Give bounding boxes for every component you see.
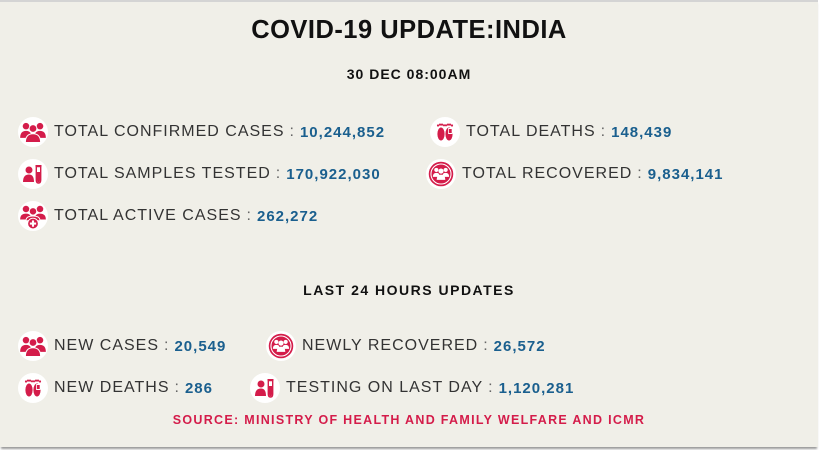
stat-separator: : <box>600 123 607 140</box>
feet-tag-icon <box>430 117 460 147</box>
stat-total-active: TOTAL ACTIVE CASES : 262,272 <box>18 200 318 232</box>
last-24-hours-heading: LAST 24 HOURS UPDATES <box>303 282 515 298</box>
stat-separator: : <box>275 165 282 182</box>
stat-label: NEWLY RECOVERED <box>302 337 479 354</box>
stat-label: TOTAL RECOVERED <box>462 165 633 182</box>
stat-separator: : <box>483 337 489 354</box>
recovered-group-icon <box>266 331 296 361</box>
stat-separator: : <box>637 165 643 182</box>
stat-value: 262,272 <box>256 207 319 225</box>
stat-total-recovered: TOTAL RECOVERED : 9,834,141 <box>426 158 723 190</box>
people-group-icon <box>18 331 48 361</box>
stat-label: TOTAL ACTIVE CASES <box>54 207 242 224</box>
people-group-icon <box>18 117 48 147</box>
source-attribution: SOURCE: MINISTRY OF HEALTH AND FAMILY WE… <box>172 413 646 427</box>
stat-value: 10,244,852 <box>299 123 386 141</box>
stat-value: 20,549 <box>174 337 227 355</box>
stat-label: TESTING ON LAST DAY <box>286 379 484 396</box>
stat-value: 148,439 <box>611 123 673 141</box>
stat-total-confirmed: TOTAL CONFIRMED CASES : 10,244,852 <box>18 116 385 148</box>
stat-label: NEW CASES <box>54 337 160 354</box>
stat-value: 1,120,281 <box>498 379 575 397</box>
stat-label: TOTAL CONFIRMED CASES <box>54 123 285 140</box>
stat-separator: : <box>164 337 170 354</box>
page-title: COVID-19 UPDATE:INDIA <box>251 14 567 44</box>
stat-value: 286 <box>184 379 213 397</box>
stat-new-deaths: NEW DEATHS : 286 <box>18 372 213 404</box>
person-test-tube-icon <box>18 159 48 189</box>
stat-label: NEW DEATHS <box>54 379 170 396</box>
stat-separator: : <box>246 207 252 224</box>
update-timestamp: 30 DEC 08:00AM <box>346 66 472 82</box>
recovered-group-icon <box>426 159 456 189</box>
stat-new-cases: NEW CASES : 20,549 <box>18 330 226 362</box>
people-group-plus-icon <box>18 201 48 231</box>
feet-tag-icon <box>18 373 48 403</box>
stat-total-samples-tested: TOTAL SAMPLES TESTED : 170,922,030 <box>18 158 381 190</box>
stat-separator: : <box>289 123 295 140</box>
stat-value: 26,572 <box>493 337 546 355</box>
stat-value: 9,834,141 <box>647 165 724 183</box>
stat-testing-last-day: TESTING ON LAST DAY : 1,120,281 <box>250 372 574 404</box>
stat-value: 170,922,030 <box>286 165 381 183</box>
stat-separator: : <box>174 379 180 396</box>
stat-newly-recovered: NEWLY RECOVERED : 26,572 <box>266 330 546 362</box>
stat-label: TOTAL DEATHS <box>466 123 596 140</box>
stat-separator: : <box>488 379 494 396</box>
stat-label: TOTAL SAMPLES TESTED <box>54 165 271 182</box>
stat-total-deaths: TOTAL DEATHS : 148,439 <box>430 116 672 148</box>
person-test-tube-icon <box>250 373 280 403</box>
